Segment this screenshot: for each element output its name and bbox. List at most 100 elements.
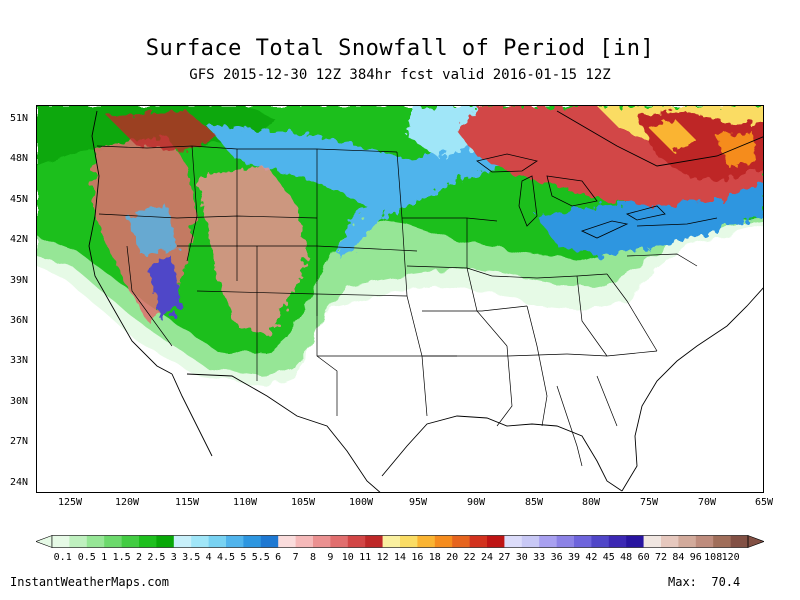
colorbar-swatch [556, 535, 575, 548]
colorbar-swatch [504, 535, 523, 548]
colorbar-label: 3.5 [182, 552, 201, 563]
colorbar-swatch [487, 535, 505, 548]
colorbar-label: 2 [135, 552, 143, 563]
colorbar-swatch [643, 535, 662, 548]
colorbar-label: 6 [275, 552, 282, 563]
snow-field-heavy [457, 106, 763, 206]
colorbar-swatch [434, 535, 453, 548]
colorbar-label: 16 [411, 552, 424, 563]
lon-label: 115W [174, 497, 200, 508]
colorbar-swatch [695, 535, 714, 548]
snow-field-mountains [92, 111, 307, 336]
lon-label: 90W [466, 497, 486, 508]
colorbar-swatch [226, 535, 244, 548]
colorbar-label: 9 [327, 552, 334, 563]
colorbar-swatch [121, 535, 140, 548]
colorbar-swatch [713, 535, 731, 548]
lon-label: 125W [57, 497, 83, 508]
lon-label: 105W [290, 497, 316, 508]
colorbar [36, 535, 764, 548]
colorbar-label: 27 [498, 552, 511, 563]
colorbar-swatch [313, 535, 331, 548]
colorbar-swatch [608, 535, 627, 548]
colorbar-label: 20 [446, 552, 459, 563]
colorbar-swatch [365, 535, 383, 548]
coastlines [88, 110, 763, 492]
colorbar-label: 48 [620, 552, 633, 563]
colorbar-label: 7 [292, 552, 299, 563]
max-value: 70.4 [711, 575, 741, 589]
lon-label: 65W [754, 497, 774, 508]
colorbar-swatch [86, 535, 105, 548]
colorbar-label: 10 [341, 552, 354, 563]
lat-label: 36N [9, 315, 28, 326]
colorbar-swatch [400, 535, 418, 548]
max-value-readout: Max: 70.4 [668, 575, 740, 589]
map-title: Surface Total Snowfall of Period [in] [145, 36, 655, 61]
lat-label: 42N [9, 234, 28, 245]
colorbar-label: 1.5 [112, 552, 131, 563]
colorbar-swatch [678, 535, 697, 548]
lat-label: 24N [9, 477, 28, 488]
colorbar-swatch [208, 535, 227, 548]
lon-label: 80W [581, 497, 601, 508]
colorbar-swatch [730, 535, 749, 548]
colorbar-label: 108 [704, 552, 723, 563]
colorbar-swatch [626, 535, 644, 548]
colorbar-label: 4 [205, 552, 212, 563]
colorbar-label: 12 [376, 552, 389, 563]
colorbar-swatch [330, 535, 349, 548]
colorbar-swatch [52, 535, 70, 548]
colorbar-label: 42 [585, 552, 598, 563]
colorbar-label: 18 [428, 552, 441, 563]
colorbar-swatch [591, 535, 610, 548]
lon-label: 110W [232, 497, 258, 508]
colorbar-label: 39 [567, 552, 581, 563]
colorbar-swatch [521, 535, 540, 548]
colorbar-label: 5 [240, 552, 247, 563]
colorbar-swatches [36, 535, 764, 548]
colorbar-swatch [452, 535, 470, 548]
lon-label: 85W [524, 497, 544, 508]
colorbar-swatch [574, 535, 592, 548]
colorbar-label: 120 [721, 552, 740, 563]
source-credit: InstantWeatherMaps.com [10, 575, 169, 589]
lat-label: 27N [9, 436, 28, 447]
colorbar-max-arrow [747, 535, 764, 548]
colorbar-swatch [191, 535, 209, 548]
colorbar-label: 1 [101, 552, 108, 563]
map-subtitle: GFS 2015-12-30 12Z 384hr fcst valid 2016… [189, 67, 611, 83]
colorbar-swatch [243, 535, 262, 548]
max-label: Max: [668, 575, 697, 589]
colorbar-label: 0.1 [53, 552, 72, 563]
colorbar-swatch [69, 535, 88, 548]
lon-label: 95W [408, 497, 428, 508]
lat-label: 51N [9, 113, 28, 124]
lat-label: 45N [9, 194, 28, 205]
colorbar-label: 5.5 [251, 552, 270, 563]
colorbar-label: 33 [533, 552, 546, 563]
colorbar-swatch [417, 535, 436, 548]
colorbar-swatch [295, 535, 314, 548]
lon-label: 100W [348, 497, 374, 508]
colorbar-min-arrow [36, 535, 53, 548]
colorbar-swatch [139, 535, 157, 548]
colorbar-swatch [278, 535, 296, 548]
lat-label: 39N [9, 275, 28, 286]
state-borders [96, 145, 718, 467]
colorbar-label: 11 [359, 552, 372, 563]
colorbar-label: 2.5 [147, 552, 166, 563]
colorbar-label: 72 [654, 552, 668, 563]
colorbar-label: 4.5 [216, 552, 236, 563]
colorbar-label: 3 [170, 552, 177, 563]
colorbar-label: 0.5 [77, 552, 96, 563]
colorbar-label: 96 [689, 552, 702, 563]
colorbar-label: 84 [672, 552, 685, 563]
colorbar-label: 36 [550, 552, 563, 563]
colorbar-label: 60 [637, 552, 650, 563]
snowfall-map [36, 105, 764, 493]
colorbar-swatch [469, 535, 488, 548]
lat-label: 48N [9, 153, 28, 164]
lon-label: 70W [697, 497, 717, 508]
colorbar-swatch [382, 535, 401, 548]
